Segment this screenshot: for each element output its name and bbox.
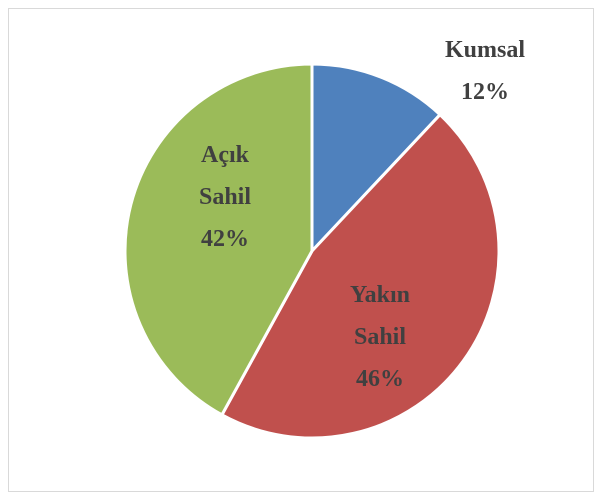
value-label: 46% — [356, 366, 404, 392]
value-label: 42% — [201, 226, 249, 252]
pie-slice — [123, 62, 314, 417]
category-label: Kumsal — [444, 37, 525, 63]
data-label: Açık Sahil 42% — [185, 134, 265, 260]
category-label: Açık Sahil — [198, 142, 252, 210]
pie-slice — [220, 113, 501, 440]
category-label: Yakın Sahil — [349, 282, 411, 350]
pie-slice — [310, 62, 442, 253]
chart-frame — [8, 8, 594, 492]
value-label: 12% — [461, 79, 509, 105]
data-label: Yakın Sahil 46% — [330, 274, 430, 400]
data-label: Kumsal 12% — [410, 29, 560, 113]
